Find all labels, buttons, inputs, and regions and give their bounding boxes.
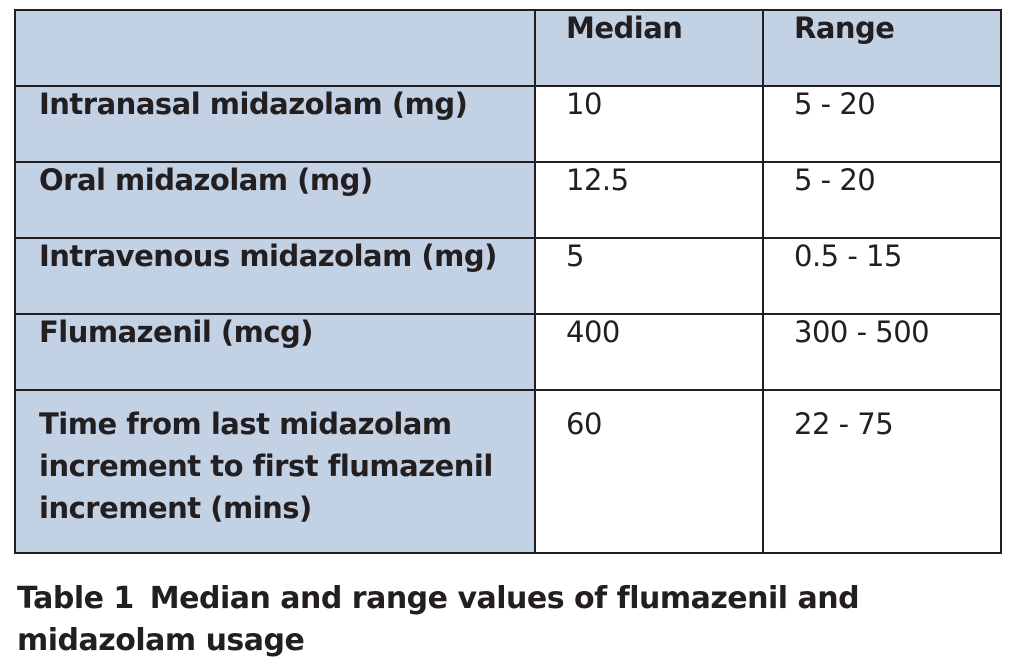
row-label-line: increment (mins) — [39, 491, 312, 525]
row-label: Flumazenil (mcg) — [14, 313, 536, 391]
range-value: 22 - 75 — [762, 389, 1002, 554]
median-value: 5 — [534, 237, 764, 315]
row-label: Time from last midazolam increment to fir… — [14, 389, 536, 554]
table-row: Time from last midazolam increment to fir… — [14, 389, 1002, 554]
median-value: 10 — [534, 85, 764, 163]
row-label-line: increment to first flumazenil — [39, 449, 493, 483]
range-value: 0.5 - 15 — [762, 237, 1002, 315]
median-value: 400 — [534, 313, 764, 391]
header-cell-empty — [14, 9, 536, 87]
header-cell-median: Median — [534, 9, 764, 87]
caption-text-line: midazolam usage — [17, 623, 305, 658]
range-value: 5 - 20 — [762, 85, 1002, 163]
row-label-line: Time from last midazolam — [39, 407, 452, 441]
row-label: Intravenous midazolam (mg) — [14, 237, 536, 315]
range-value: 5 - 20 — [762, 161, 1002, 239]
data-table: Median Range Intranasal midazolam (mg) 1… — [14, 9, 1002, 554]
row-label: Oral midazolam (mg) — [14, 161, 536, 239]
table-row: Flumazenil (mcg) 400 300 - 500 — [14, 313, 1002, 391]
table-caption: Table 1 Median and range values of flumaz… — [17, 578, 997, 662]
median-value: 12.5 — [534, 161, 764, 239]
header-median-label: Median — [566, 11, 683, 45]
caption-number: Table 1 — [17, 581, 134, 616]
caption-text-line: Median and range values of flumazenil an… — [149, 581, 860, 616]
header-range-label: Range — [794, 11, 895, 45]
table-row: Intranasal midazolam (mg) 10 5 - 20 — [14, 85, 1002, 163]
range-value: 300 - 500 — [762, 313, 1002, 391]
median-value: 60 — [534, 389, 764, 554]
table-row: Oral midazolam (mg) 12.5 5 - 20 — [14, 161, 1002, 239]
table-row: Intravenous midazolam (mg) 5 0.5 - 15 — [14, 237, 1002, 315]
header-row: Median Range — [14, 9, 1002, 87]
header-cell-range: Range — [762, 9, 1002, 87]
row-label: Intranasal midazolam (mg) — [14, 85, 536, 163]
